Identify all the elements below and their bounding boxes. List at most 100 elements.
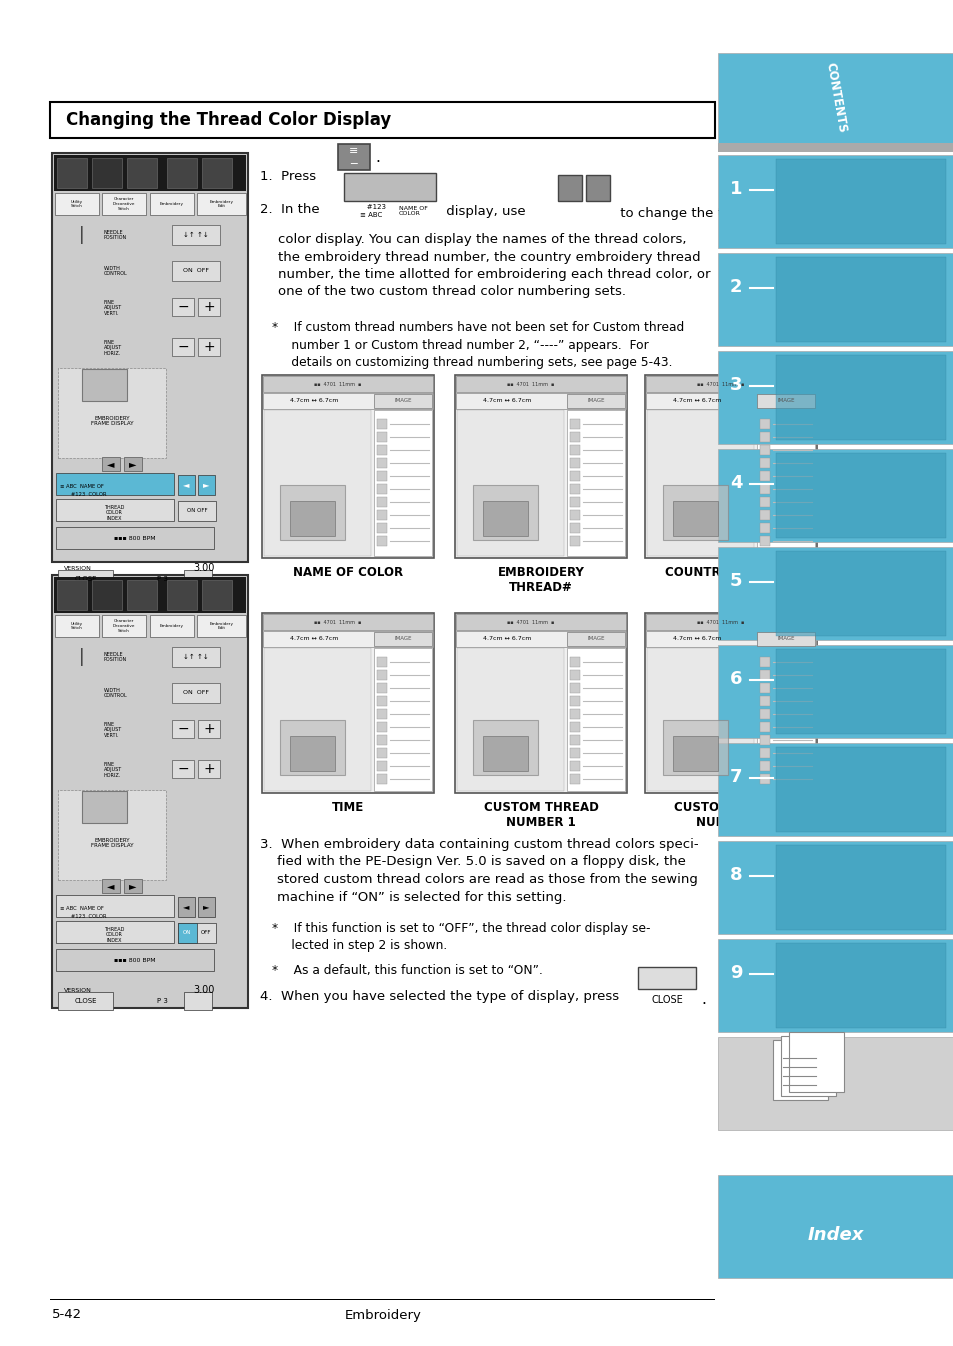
Bar xyxy=(775,159,945,244)
Bar xyxy=(757,647,814,791)
Bar xyxy=(566,394,624,408)
Text: IMAGE: IMAGE xyxy=(587,398,604,404)
Bar xyxy=(337,144,370,170)
Text: #123  COLOR: #123 COLOR xyxy=(66,914,107,919)
Text: Embroidery: Embroidery xyxy=(160,202,184,206)
Bar xyxy=(56,921,173,944)
Text: THREAD
COLOR
INDEX: THREAD COLOR INDEX xyxy=(104,505,124,521)
Bar xyxy=(456,376,625,392)
Text: ►: ► xyxy=(203,903,209,911)
Bar xyxy=(172,338,193,355)
Bar xyxy=(569,774,579,783)
Text: ▪▪  4701  11mm  ▪: ▪▪ 4701 11mm ▪ xyxy=(314,381,361,386)
Text: color display. You can display the names of the thread colors,
the embroidery th: color display. You can display the names… xyxy=(277,233,710,299)
Bar xyxy=(718,645,953,738)
Bar xyxy=(82,791,127,822)
Bar xyxy=(760,696,769,707)
Text: NEEDLE
POSITION: NEEDLE POSITION xyxy=(104,651,127,662)
Bar xyxy=(150,192,193,215)
Bar xyxy=(760,446,769,455)
Text: EMBROIDERY
FRAME DISPLAY: EMBROIDERY FRAME DISPLAY xyxy=(91,837,133,848)
Text: ►: ► xyxy=(592,207,602,221)
Bar xyxy=(178,923,215,944)
Text: NEEDLE
POSITION: NEEDLE POSITION xyxy=(104,230,127,241)
Text: WIDTH
CONTROL: WIDTH CONTROL xyxy=(104,265,128,276)
Text: EMBROIDERY
THREAD#: EMBROIDERY THREAD# xyxy=(497,567,584,594)
Text: 2.  In the: 2. In the xyxy=(260,203,319,215)
Text: VERSION: VERSION xyxy=(64,565,91,571)
Bar xyxy=(58,790,166,880)
Bar xyxy=(280,720,345,775)
Bar xyxy=(91,580,122,610)
Bar xyxy=(184,992,212,1010)
Text: 3.00: 3.00 xyxy=(193,985,214,995)
Bar xyxy=(646,647,753,791)
Text: 4.7cm ↔ 6.7cm: 4.7cm ↔ 6.7cm xyxy=(672,398,720,404)
Bar xyxy=(50,1299,714,1300)
Bar xyxy=(127,580,157,610)
Text: EMBROIDERY
FRAME DISPLAY: EMBROIDERY FRAME DISPLAY xyxy=(91,416,133,427)
Bar xyxy=(473,485,537,540)
Bar xyxy=(290,736,335,771)
Text: ON OFF: ON OFF xyxy=(187,509,207,514)
Text: ↓↑ ↑↓: ↓↑ ↑↓ xyxy=(183,232,209,238)
Text: 1: 1 xyxy=(729,180,741,198)
Bar xyxy=(56,949,213,970)
Bar xyxy=(645,393,815,409)
Bar xyxy=(718,841,953,934)
Bar xyxy=(262,376,434,559)
Bar xyxy=(757,411,814,556)
Bar xyxy=(54,577,246,612)
Bar xyxy=(569,721,579,732)
Bar xyxy=(374,647,432,791)
Text: 1.  Press: 1. Press xyxy=(260,170,315,183)
Bar xyxy=(718,351,953,444)
Text: −: − xyxy=(177,300,189,314)
Bar xyxy=(264,647,371,791)
Bar xyxy=(376,471,387,481)
Bar xyxy=(127,157,157,188)
Text: ≡ ABC: ≡ ABC xyxy=(359,213,382,218)
Bar xyxy=(760,657,769,668)
Text: +: + xyxy=(203,762,214,777)
Text: NAME OF
COLOR: NAME OF COLOR xyxy=(398,206,428,217)
Bar xyxy=(172,297,193,316)
Bar xyxy=(376,419,387,429)
Bar xyxy=(202,580,232,610)
Text: CLOSE: CLOSE xyxy=(74,576,97,581)
Bar xyxy=(760,670,769,680)
Bar xyxy=(760,536,769,546)
Text: ▪▪▪ 800 BPM: ▪▪▪ 800 BPM xyxy=(114,957,155,962)
Bar xyxy=(569,696,579,707)
Text: Embroidery
Edit: Embroidery Edit xyxy=(210,622,233,630)
Text: .: . xyxy=(700,992,705,1008)
Bar xyxy=(172,261,220,281)
Bar xyxy=(376,709,387,719)
Bar xyxy=(376,748,387,758)
Bar xyxy=(566,411,624,556)
Bar xyxy=(456,393,625,409)
Text: Character
Decorative
Stitch: Character Decorative Stitch xyxy=(112,619,135,633)
Bar xyxy=(58,367,166,458)
Text: ON  OFF: ON OFF xyxy=(183,690,209,696)
Text: Index: Index xyxy=(807,1226,863,1244)
Text: P 3: P 3 xyxy=(156,576,168,581)
Bar xyxy=(376,497,387,507)
Bar xyxy=(566,647,624,791)
Bar xyxy=(172,647,220,668)
Bar xyxy=(482,736,527,771)
Bar xyxy=(569,735,579,744)
Bar xyxy=(198,297,220,316)
Text: FINE
ADJUST
HORIZ.: FINE ADJUST HORIZ. xyxy=(104,762,122,778)
Bar xyxy=(91,157,122,188)
Bar xyxy=(56,895,173,917)
Bar xyxy=(569,510,579,520)
Bar xyxy=(645,614,815,630)
Text: COUNTRY THREAD#: COUNTRY THREAD# xyxy=(664,567,796,579)
Text: ≡ ABC  NAME OF: ≡ ABC NAME OF xyxy=(60,485,104,490)
Bar xyxy=(644,376,816,559)
Text: ►: ► xyxy=(203,481,209,490)
Bar xyxy=(760,524,769,533)
Bar xyxy=(760,497,769,507)
Text: ↓↑ ↑↓: ↓↑ ↑↓ xyxy=(183,654,209,660)
